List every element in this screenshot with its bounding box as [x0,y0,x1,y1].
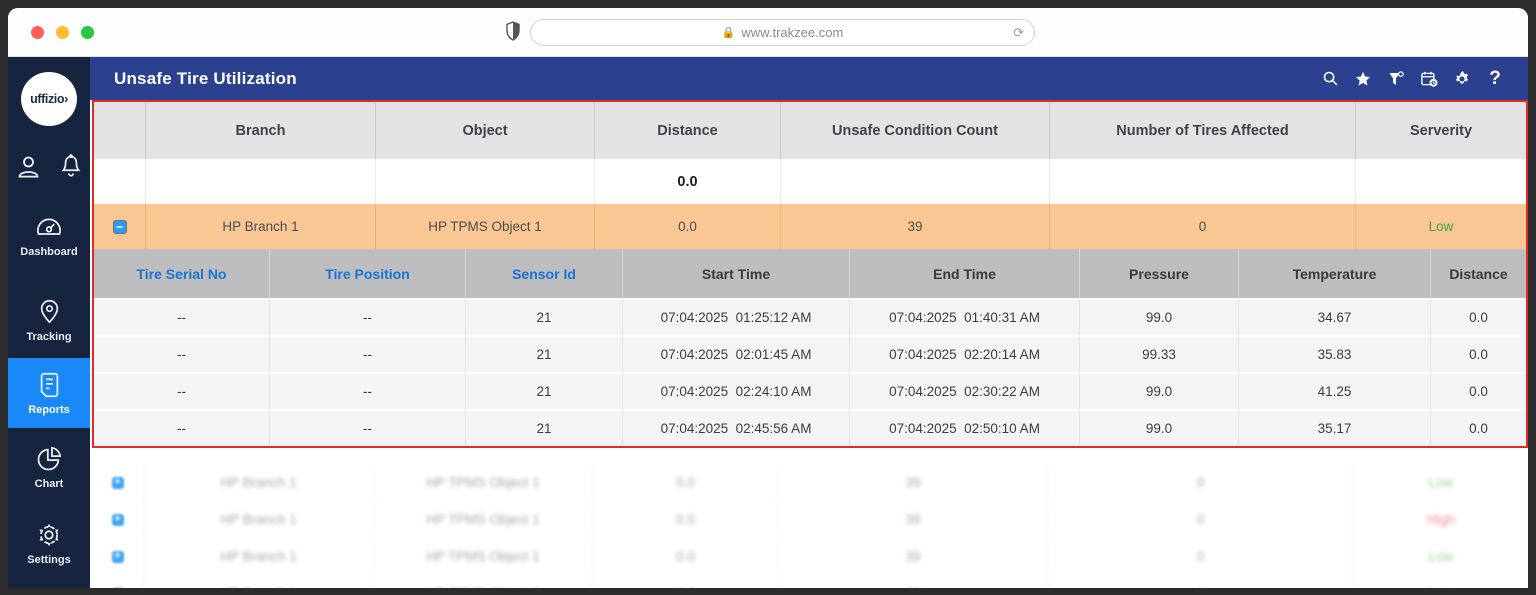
filter-icon[interactable] [1387,70,1405,88]
speedometer-icon [37,217,61,235]
sidebar-item-label: Chart [34,477,64,490]
branch-cell: HP Branch 1 [146,204,376,249]
favorite-star-icon[interactable] [1354,70,1372,88]
object-cell: HP TPMS Object 1 [376,204,595,249]
collapse-row-button[interactable]: − [112,219,127,234]
reload-icon[interactable]: ⟳ [1013,24,1024,40]
distance-cell: 0.0 [595,204,781,249]
detail-row: -- -- 21 07:04:2025 02:01:45 AM 07:04:20… [94,335,1526,372]
collapsed-branch-row[interactable]: + HP Branch 1 HP TPMS Object 1 0.0 39 0 … [92,501,1528,538]
severity-badge: Low [1428,549,1454,564]
highlighted-table-region: Branch Object Distance Unsafe Condition … [92,100,1528,448]
collapsed-branch-row[interactable]: + HP Branch 1 HP TPMS Object 1 0.0 39 0 … [92,464,1528,501]
tires-affected-cell: 0 [1050,204,1356,249]
column-header-severity: Serverity [1409,122,1473,139]
address-bar[interactable]: 🔒 www.trakzee.com ⟳ [530,19,1035,46]
column-header-branch: Branch [146,102,376,159]
privacy-shield-icon[interactable] [505,21,521,41]
sidebar-item-label: Settings [27,553,71,566]
summary-row: 0.0 [94,159,1526,204]
sidebar-item-settings[interactable]: Settings [8,508,90,578]
unsafe-count-cell: 39 [781,204,1050,249]
main-table-header: Branch Object Distance Unsafe Condition … [94,102,1526,159]
detail-row: -- -- 21 07:04:2025 02:45:56 AM 07:04:20… [94,409,1526,446]
settings-gear-icon[interactable] [1453,70,1471,88]
severity-badge: Low [1428,219,1454,234]
user-icon[interactable] [15,153,42,180]
report-content: Branch Object Distance Unsafe Condition … [90,100,1528,588]
collapsed-rows-group: + HP Branch 1 HP TPMS Object 1 0.0 39 0 … [92,464,1528,588]
expand-row-button[interactable]: + [111,587,124,588]
detail-header-distance: Distance [1449,265,1508,282]
bell-icon[interactable] [58,153,84,180]
detail-row: -- -- 21 07:04:2025 01:25:12 AM 07:04:20… [94,298,1526,335]
expanded-branch-row[interactable]: − HP Branch 1 HP TPMS Object 1 0.0 39 0 … [94,204,1526,249]
severity-badge: High [1427,512,1455,527]
summary-distance-total: 0.0 [595,159,781,204]
detail-header-start-time: Start Time [623,249,850,298]
detail-header-pressure: Pressure [1080,249,1239,298]
detail-header-end-time: End Time [850,249,1080,298]
severity-badge: Low [1354,575,1528,588]
page-title: Unsafe Tire Utilization [114,68,297,88]
calendar-clock-icon[interactable] [1420,70,1438,88]
sidebar-item-chart[interactable]: Chart [8,432,90,502]
traffic-lights [8,25,94,39]
search-icon[interactable] [1321,70,1339,88]
sidebar-item-label: Reports [28,403,70,416]
expand-row-button[interactable]: + [111,513,124,526]
expander-column-header [94,102,146,159]
maximize-window-button[interactable] [81,25,94,39]
detail-header-sensor-id[interactable]: Sensor Id [466,249,623,298]
uffizio-logo[interactable]: uffizio› [21,72,77,126]
browser-window: 🔒 www.trakzee.com ⟳ uffizio› [8,8,1528,588]
help-icon[interactable]: ? [1489,67,1501,89]
detail-table-header: Tire Serial No Tire Position Sensor Id S… [94,249,1526,298]
report-icon [40,372,58,397]
sidebar-item-tracking[interactable]: Tracking [8,285,90,355]
minimize-window-button[interactable] [56,25,69,39]
app-header: Unsafe Tire Utilization [90,57,1528,100]
collapsed-branch-row[interactable]: + HP Branch 1 HP TPMS Object 1 0.0 39 0 … [92,538,1528,575]
expand-row-button[interactable]: + [111,550,124,563]
column-header-tires-affected: Number of Tires Affected [1050,102,1356,159]
expand-row-button[interactable]: + [111,476,124,489]
collapsed-branch-row[interactable]: + HP Branch 1 HP TPMS Object 1 0.0 39 0 … [92,575,1528,588]
browser-chrome: 🔒 www.trakzee.com ⟳ [8,8,1528,57]
sidebar: uffizio› Dashboard [8,57,90,588]
sidebar-item-dashboard[interactable]: Dashboard [8,200,90,270]
map-pin-icon [40,299,58,323]
column-header-unsafe-count: Unsafe Condition Count [781,102,1050,159]
column-header-distance: Distance [595,102,781,159]
detail-header-tire-position[interactable]: Tire Position [270,249,466,298]
sidebar-item-label: Dashboard [20,245,78,258]
severity-badge: Low [1428,475,1454,490]
lock-icon: 🔒 [721,27,736,39]
detail-row: -- -- 21 07:04:2025 02:24:10 AM 07:04:20… [94,372,1526,409]
detail-header-temperature: Temperature [1239,249,1431,298]
sidebar-item-label: Tracking [26,330,72,343]
sidebar-top-icons [8,153,90,180]
gear-icon [39,523,59,546]
pie-chart-icon [37,446,62,470]
detail-header-tire-serial[interactable]: Tire Serial No [94,249,270,298]
column-header-object: Object [376,102,595,159]
sidebar-item-reports[interactable]: Reports [8,358,90,428]
url-text: www.trakzee.com [741,25,844,40]
close-window-button[interactable] [31,25,44,39]
logo-text: uffizio› [30,92,68,106]
